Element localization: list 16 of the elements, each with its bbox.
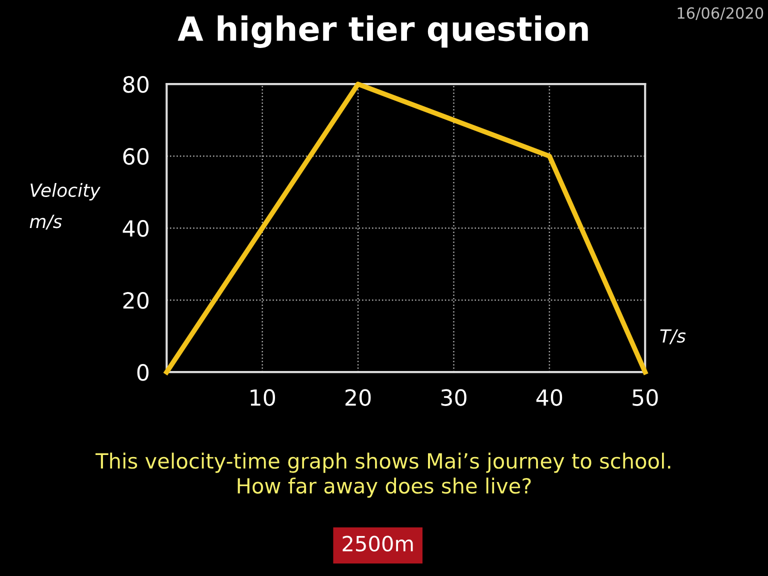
text: 2500m <box>342 536 413 552</box>
x-tick-label: 10 <box>250 389 276 406</box>
y-axis-title: Velocity m/s <box>30 183 101 230</box>
x-tick-label: 40 <box>536 389 562 406</box>
y-tick-label: 20 <box>123 292 149 309</box>
y-tick-label: 40 <box>122 220 149 237</box>
text: This velocity-time graph shows Mai’s journey to school. How far away does she live? <box>96 452 670 498</box>
x-axis-title: T/s <box>660 329 686 344</box>
y-tick-label: 80 <box>123 76 149 93</box>
x-tick-label: 30 <box>441 389 466 406</box>
x-tick-label: 20 <box>346 389 371 406</box>
y-tick-label: 60 <box>123 148 149 165</box>
text: 16/06/2020 <box>678 7 764 20</box>
x-tick-label: 50 <box>632 389 658 406</box>
y-tick-label: 0 <box>137 364 149 381</box>
chart-title: A higher tier question <box>178 15 588 48</box>
